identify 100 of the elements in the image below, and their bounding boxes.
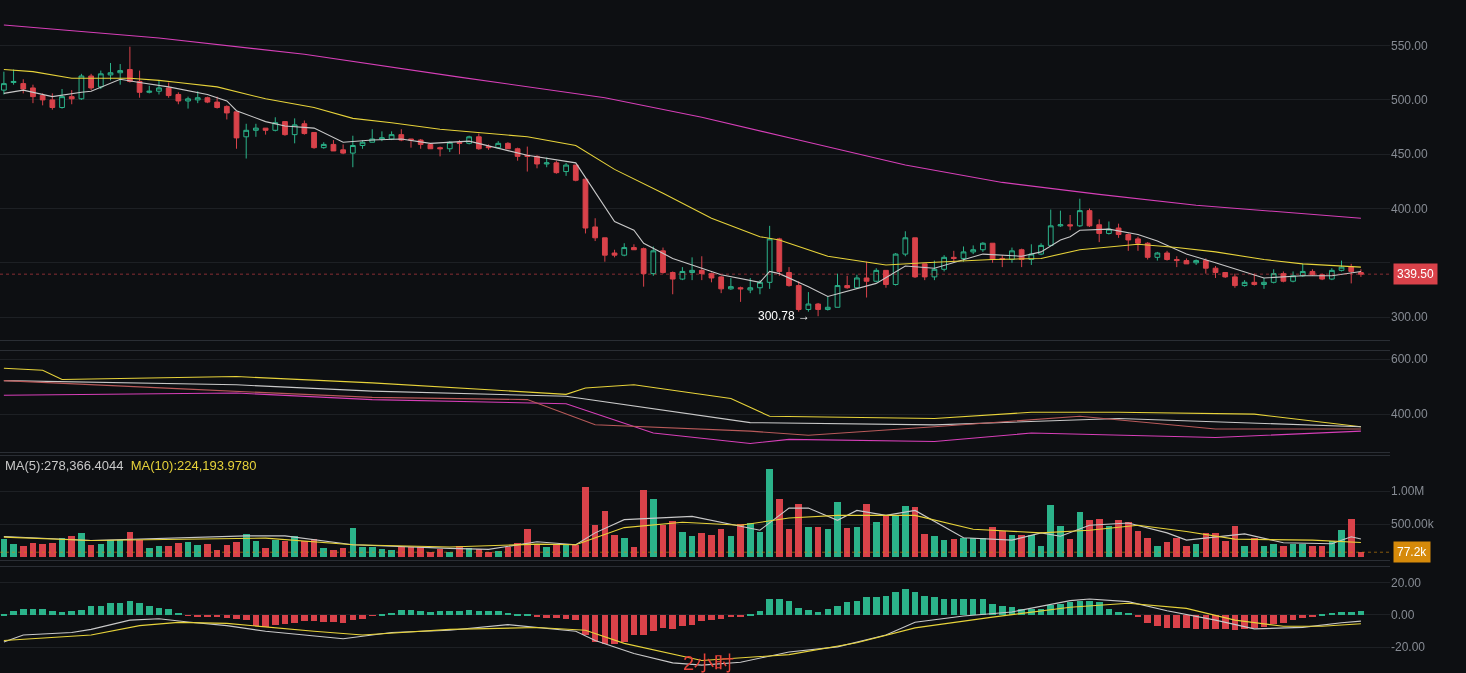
y-tick-label: 550.00: [1391, 38, 1429, 53]
bar: [951, 539, 957, 558]
candlestick: [311, 131, 317, 150]
bar: [350, 614, 356, 620]
bar: [30, 543, 36, 558]
candlestick: [253, 123, 259, 138]
bar: [20, 608, 27, 615]
bar: [466, 609, 472, 615]
candlestick: [795, 280, 802, 313]
bar: [30, 608, 36, 615]
candlestick: [291, 117, 298, 144]
bar: [1164, 614, 1170, 628]
bar: [408, 609, 414, 615]
bar: [1144, 538, 1151, 558]
bar: [592, 525, 598, 558]
bar: [708, 614, 715, 620]
bar: [1115, 611, 1122, 615]
bar: [834, 605, 841, 615]
bar: [660, 525, 666, 558]
bar: [214, 550, 220, 558]
bar: [1106, 526, 1112, 558]
bar: [127, 600, 133, 615]
candlestick: [766, 225, 773, 290]
bar: [495, 551, 502, 558]
candlestick: [1076, 198, 1083, 228]
candlestick: [427, 142, 434, 150]
bar: [320, 548, 327, 558]
bar: [708, 535, 715, 558]
bar: [282, 614, 288, 624]
candlestick: [921, 263, 928, 281]
candlestick: [214, 96, 220, 110]
bar: [185, 542, 191, 558]
line-series: [3, 507, 1362, 550]
candlestick: [88, 73, 94, 91]
bar: [631, 614, 637, 635]
bar: [408, 547, 414, 558]
candlestick: [127, 46, 133, 84]
candlestick: [572, 164, 579, 182]
bar: [20, 546, 27, 558]
candlestick: [1144, 241, 1151, 261]
bar: [485, 610, 492, 615]
bar: [68, 610, 75, 615]
bar: [369, 547, 376, 558]
line-series: [3, 514, 1362, 548]
bar: [398, 609, 405, 615]
candlestick: [136, 70, 143, 99]
bar: [1, 613, 7, 616]
bar: [253, 541, 259, 558]
candlestick: [20, 78, 27, 94]
bar: [1193, 544, 1199, 558]
bar: [1338, 611, 1345, 615]
candlestick: [330, 139, 337, 152]
candlestick: [757, 279, 763, 295]
bar: [156, 607, 162, 615]
candlestick: [970, 244, 977, 255]
bar: [1358, 552, 1364, 558]
candlestick: [1309, 268, 1316, 277]
bar: [621, 538, 628, 558]
candlestick: [563, 162, 569, 177]
candlestick: [194, 90, 201, 104]
bar: [1144, 614, 1151, 623]
bar: [98, 605, 104, 615]
bar: [543, 547, 550, 558]
candlestick: [408, 138, 414, 149]
candlestick: [747, 277, 754, 294]
bar: [456, 610, 463, 615]
candlestick: [1096, 218, 1103, 243]
candlestick: [388, 130, 395, 141]
bar: [39, 608, 46, 615]
candlestick: [1328, 267, 1335, 281]
bar: [10, 544, 17, 558]
bar: [146, 605, 153, 615]
bar: [873, 596, 880, 615]
text: MA(10):224,193.9780: [130, 458, 257, 473]
bar: [388, 612, 395, 615]
bar: [59, 538, 65, 558]
bar: [902, 506, 909, 558]
bar: [572, 545, 579, 558]
candlestick: [631, 243, 637, 251]
bar: [1173, 614, 1180, 628]
bar: [1018, 535, 1025, 558]
bar: [1154, 546, 1161, 558]
ref-line-label: 339.50: [1397, 267, 1435, 281]
bar: [1280, 546, 1287, 558]
candlestick: [660, 247, 666, 275]
candlestick: [640, 247, 647, 288]
bar: [350, 528, 356, 558]
candlestick: [980, 241, 986, 253]
candlestick: [1193, 259, 1200, 266]
bar: [1067, 539, 1073, 558]
bar: [282, 541, 288, 558]
bar: [98, 544, 104, 558]
bar: [175, 543, 182, 558]
candlestick: [456, 139, 463, 155]
bar: [1173, 538, 1180, 558]
bar: [253, 614, 259, 626]
bar: [301, 614, 308, 621]
candlestick: [524, 146, 531, 173]
bar: [417, 547, 424, 558]
bar: [650, 614, 657, 631]
